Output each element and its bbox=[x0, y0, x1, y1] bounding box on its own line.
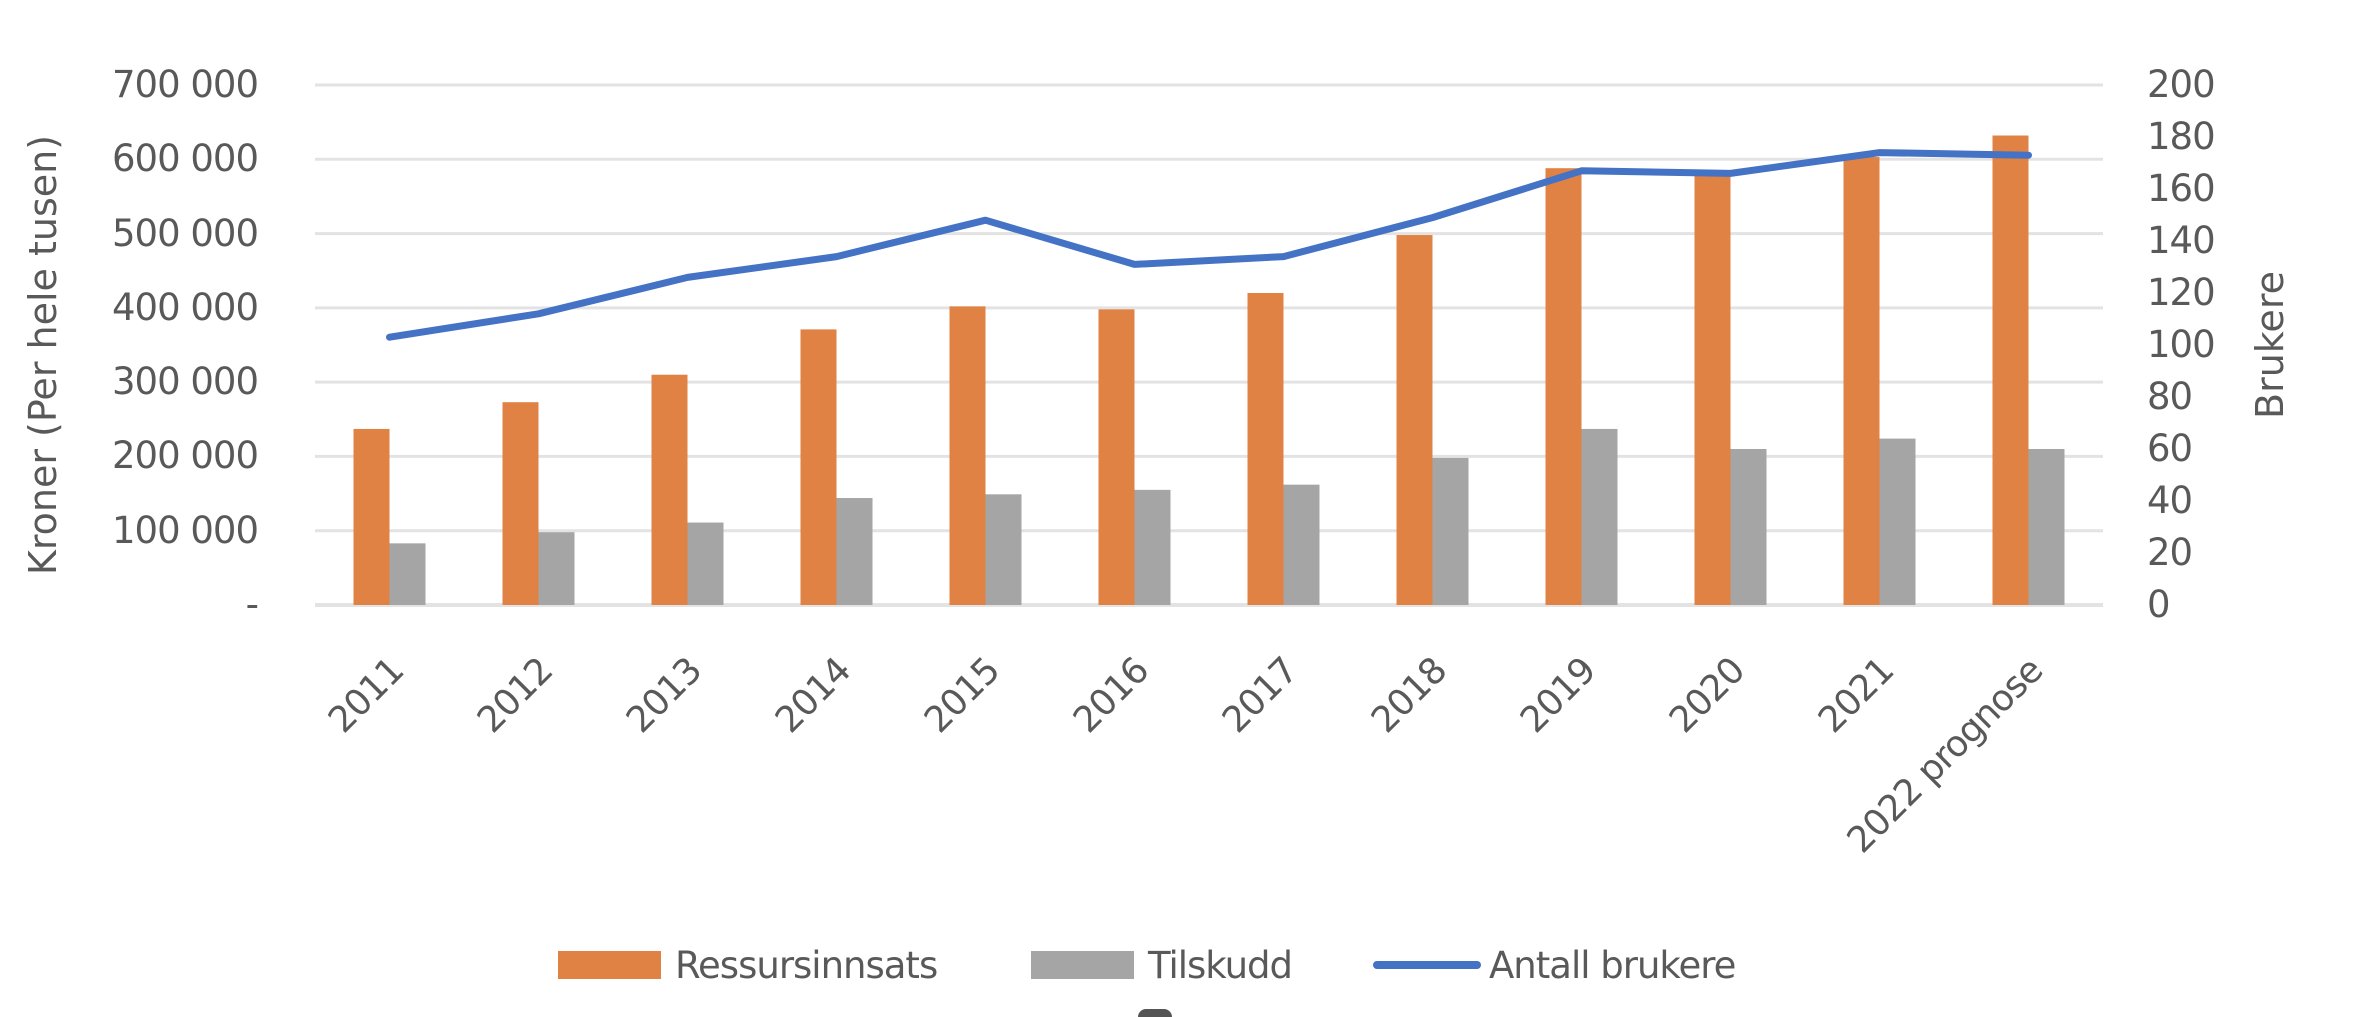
bar-tilskudd[interactable] bbox=[985, 494, 1022, 605]
bar-ressursinnsats[interactable] bbox=[1694, 174, 1731, 605]
right-tick-label: 0 bbox=[2147, 583, 2171, 626]
bar-tilskudd[interactable] bbox=[836, 498, 873, 605]
bar-tilskudd[interactable] bbox=[1879, 438, 1916, 605]
cutoff-decoration-icon bbox=[1138, 1009, 1172, 1017]
right-tick-label: 60 bbox=[2147, 427, 2193, 470]
bar-ressursinnsats[interactable] bbox=[949, 306, 986, 605]
right-tick-label: 140 bbox=[2147, 219, 2216, 262]
bar-ressursinnsats[interactable] bbox=[1098, 309, 1135, 605]
bar-tilskudd[interactable] bbox=[1581, 428, 1618, 605]
legend-label: Tilskudd bbox=[1148, 943, 1293, 987]
bar-tilskudd[interactable] bbox=[1134, 489, 1171, 605]
right-tick-label: 80 bbox=[2147, 375, 2193, 418]
legend-label: Antall brukere bbox=[1489, 943, 1736, 987]
left-tick-label: 400 000 bbox=[111, 285, 259, 329]
bar-ressursinnsats[interactable] bbox=[1247, 293, 1284, 605]
ressursinnsats-swatch-icon bbox=[558, 951, 661, 979]
bar-ressursinnsats[interactable] bbox=[1396, 235, 1433, 606]
legend-item-ressursinnsats[interactable]: Ressursinnsats bbox=[558, 940, 938, 990]
right-tick-label: 100 bbox=[2147, 323, 2216, 366]
left-tick-label: 300 000 bbox=[111, 360, 259, 404]
left-tick-label: 100 000 bbox=[111, 508, 259, 552]
bar-ressursinnsats[interactable] bbox=[502, 402, 539, 605]
bar-ressursinnsats[interactable] bbox=[1843, 157, 1880, 606]
tilskudd-swatch-icon bbox=[1031, 951, 1134, 979]
bar-ressursinnsats[interactable] bbox=[651, 374, 688, 605]
legend: Ressursinnsats Tilskudd Antall brukere bbox=[0, 940, 2364, 990]
bar-tilskudd[interactable] bbox=[1283, 484, 1320, 605]
bar-ressursinnsats[interactable] bbox=[353, 428, 390, 605]
left-tick-label: 700 000 bbox=[111, 63, 259, 106]
right-tick-label: 20 bbox=[2147, 531, 2193, 574]
line-antall-brukere[interactable] bbox=[386, 149, 2032, 341]
left-tick-label: 200 000 bbox=[111, 434, 259, 478]
left-tick-label: 500 000 bbox=[111, 211, 259, 255]
bar-tilskudd[interactable] bbox=[389, 543, 426, 605]
bar-ressursinnsats[interactable] bbox=[1992, 135, 2029, 605]
left-axis-title: Kroner (Per hele tusen) bbox=[21, 134, 65, 576]
right-tick-label: 180 bbox=[2147, 115, 2216, 158]
right-tick-label: 40 bbox=[2147, 479, 2193, 522]
left-tick-label: 600 000 bbox=[111, 137, 259, 181]
bar-tilskudd[interactable] bbox=[1730, 449, 1767, 605]
right-axis-title: Brukere bbox=[2248, 271, 2292, 419]
bar-ressursinnsats[interactable] bbox=[1545, 168, 1582, 605]
right-tick-label: 120 bbox=[2147, 271, 2216, 314]
legend-label: Ressursinnsats bbox=[675, 943, 938, 987]
right-tick-label: 160 bbox=[2147, 167, 2216, 210]
legend-item-tilskudd[interactable]: Tilskudd bbox=[1031, 940, 1293, 990]
antall-brukere-line-icon bbox=[1373, 961, 1481, 969]
right-tick-label: 200 bbox=[2147, 63, 2216, 106]
bar-tilskudd[interactable] bbox=[538, 532, 575, 605]
bar-ressursinnsats[interactable] bbox=[800, 329, 837, 605]
legend-item-antall-brukere[interactable]: Antall brukere bbox=[1373, 940, 1736, 990]
bar-tilskudd[interactable] bbox=[687, 522, 724, 605]
bar-tilskudd[interactable] bbox=[1432, 457, 1469, 605]
left-tick-label: - bbox=[245, 583, 259, 626]
bar-tilskudd[interactable] bbox=[2028, 449, 2065, 605]
